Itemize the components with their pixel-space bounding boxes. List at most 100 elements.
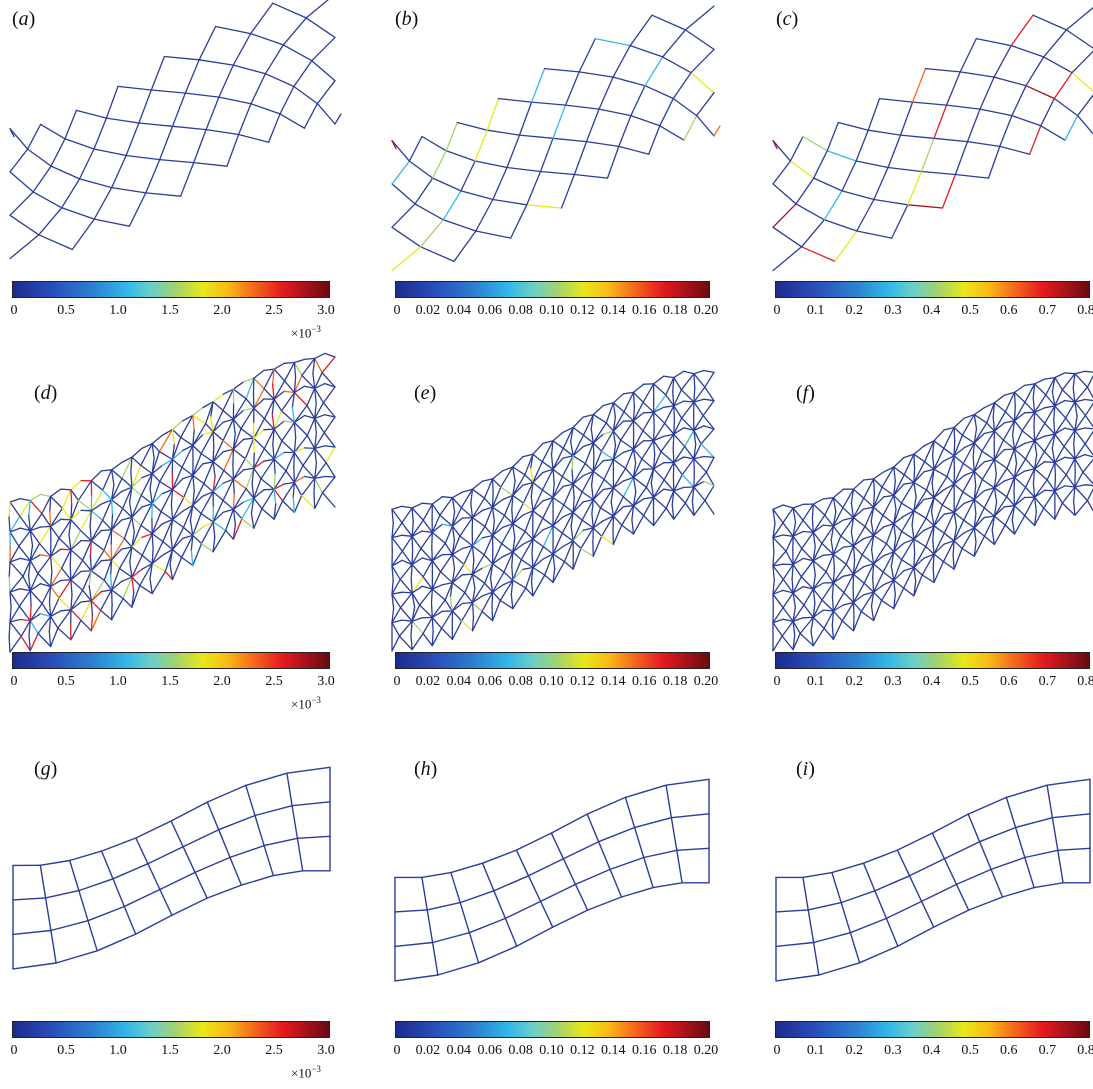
colorbar-tick-label: 0.8 [1077, 1043, 1093, 1058]
colorbar-tick-label: 0.06 [477, 1043, 502, 1058]
diamond-mesh [772, 6, 1093, 272]
colorbar-tick-label: 0.1 [806, 674, 825, 689]
colorbar [12, 281, 330, 298]
panel-label: (b) [395, 8, 419, 30]
colorbar-tick-label: 0.5 [57, 303, 75, 318]
colorbar-ticks: 0 0.02 0.04 0.06 0.08 0.10 0.12 0.14 0.16 0.18 0.2… [393, 1043, 719, 1063]
colorbar-tick-label: 0 [773, 1043, 781, 1058]
colorbar-tick-label: 0.04 [446, 674, 472, 689]
colorbar-tick-label: 0.14 [601, 303, 626, 318]
colorbar-ticks: 0 0.02 0.04 0.06 0.08 0.10 0.12 0.14 0.16 0.18 0.2… [393, 303, 719, 323]
colorbar-tick-label: 0.04 [446, 303, 472, 318]
kagome-mesh [391, 369, 715, 652]
colorbar-tick-label: 2.5 [265, 1043, 283, 1058]
colorbar-tick-label: 1.0 [109, 303, 127, 318]
colorbar-tick-label: 0.08 [508, 303, 533, 318]
colorbar-tick-label: 0.16 [631, 1043, 657, 1058]
colorbar-tick-label: 0.20 [693, 1043, 719, 1058]
colorbar [12, 652, 330, 669]
panel-label: (g) [34, 758, 58, 780]
colorbar-tick-label: 0.6 [1000, 674, 1018, 689]
panel-label: (h) [414, 758, 438, 780]
colorbar-tick-label: 3.0 [317, 674, 335, 689]
colorbar [395, 281, 710, 298]
panel-label: (a) [12, 8, 36, 30]
colorbar-tick-label: 1.5 [161, 674, 179, 689]
colorbar-tick-label: 0.4 [922, 1043, 941, 1058]
colorbar-tick-label: 0.08 [508, 1043, 533, 1058]
colorbar [775, 281, 1090, 298]
colorbar-tick-label: 0.7 [1038, 303, 1057, 318]
colorbar-tick-label: 0.4 [922, 674, 941, 689]
colorbar-tick-label: 0.3 [884, 1043, 902, 1058]
colorbar-tick-label: 0.12 [570, 1043, 595, 1058]
colorbar-ticks: 0 0.5 1.0 1.5 2.0 2.5 3.0 [10, 674, 335, 694]
colorbar-tick-label: 0.5 [961, 303, 979, 318]
colorbar-tick-label: 0.5 [961, 1043, 979, 1058]
colorbar [775, 1021, 1090, 1038]
square-mesh [775, 778, 1091, 982]
colorbar-tick-label: 2.0 [213, 674, 231, 689]
colorbar-tick-label: 0 [10, 674, 18, 689]
colorbar-tick-label: 0.6 [1000, 1043, 1018, 1058]
colorbar-tick-label: 0.2 [845, 1043, 864, 1058]
colorbar-tick-label: 0.8 [1077, 303, 1093, 318]
colorbar [395, 1021, 710, 1038]
colorbar-tick-label: 0.12 [570, 303, 595, 318]
colorbar-tick-label: 0.5 [57, 1043, 75, 1058]
colorbar-tick-label: 0.16 [631, 674, 657, 689]
colorbar-tick-label: 2.0 [213, 1043, 231, 1058]
colorbar-tick-label: 0 [10, 303, 18, 318]
panel-label: (c) [776, 8, 799, 30]
colorbar-tick-label: 0 [10, 1043, 18, 1058]
colorbar-tick-label: 0.14 [601, 674, 626, 689]
colorbar-tick-label: 1.0 [109, 1043, 127, 1058]
kagome-mesh [772, 370, 1093, 652]
colorbar-tick-label: 0.5 [961, 674, 979, 689]
panel-label: (d) [34, 382, 58, 404]
colorbar-tick-label: 0.06 [477, 303, 502, 318]
colorbar-tick-label: 0.18 [662, 303, 688, 318]
panel-label: (i) [796, 758, 815, 780]
colorbar-tick-label: 3.0 [317, 1043, 335, 1058]
colorbar-tick-label: 3.0 [317, 303, 335, 318]
colorbar-tick-label: 0 [393, 303, 401, 318]
colorbar-tick-label: 0.5 [57, 674, 75, 689]
colorbar-tick-label: 0.14 [601, 1043, 626, 1058]
colorbar-tick-label: 0.2 [845, 674, 864, 689]
colorbar-tick-label: 0.02 [415, 674, 441, 689]
colorbar-tick-label: 0.04 [446, 1043, 472, 1058]
colorbar-tick-label: 0 [773, 674, 781, 689]
colorbar-ticks: 0 0.1 0.2 0.3 0.4 0.5 0.6 0.7 0.8 [774, 303, 1093, 323]
colorbar-tick-label: 0.2 [845, 303, 864, 318]
colorbar-multiplier: ×10−3 [291, 324, 321, 341]
colorbar-tick-label: 0.7 [1038, 674, 1057, 689]
colorbar-tick-label: 0.02 [415, 1043, 441, 1058]
square-mesh [12, 766, 331, 970]
colorbar-tick-label: 0.20 [693, 303, 719, 318]
colorbar-tick-label: 0.18 [662, 1043, 688, 1058]
colorbar-multiplier: ×10−3 [291, 1064, 321, 1081]
colorbar-ticks: 0 0.1 0.2 0.3 0.4 0.5 0.6 0.7 0.8 [773, 1043, 1093, 1063]
colorbar-tick-label: 0.7 [1038, 1043, 1057, 1058]
square-mesh [394, 778, 710, 982]
diamond-mesh [391, 5, 721, 272]
colorbar-tick-label: 0.08 [508, 674, 533, 689]
colorbar-tick-label: 0.8 [1077, 674, 1093, 689]
colorbar-tick-label: 0.06 [477, 674, 502, 689]
colorbar-tick-label: 0.4 [922, 303, 941, 318]
colorbar-tick-label: 1.5 [161, 1043, 179, 1058]
colorbar-tick-label: 0.02 [415, 303, 441, 318]
colorbar-tick-label: 2.0 [213, 303, 231, 318]
colorbar-tick-label: 0.10 [539, 674, 564, 689]
panel-label: (f) [796, 382, 815, 404]
colorbar-tick-label: 0.1 [806, 303, 825, 318]
colorbar-tick-label: 0 [393, 674, 401, 689]
colorbar [775, 652, 1090, 669]
colorbar-tick-label: 0 [393, 1043, 401, 1058]
colorbar-tick-label: 0.1 [806, 1043, 825, 1058]
colorbar-ticks: 0 0.02 0.04 0.06 0.08 0.10 0.12 0.14 0.16 0.18 0.2… [393, 674, 719, 694]
colorbar-multiplier: ×10−3 [291, 695, 321, 712]
colorbar-tick-label: 0.6 [1000, 303, 1018, 318]
colorbar-tick-label: 1.0 [109, 674, 127, 689]
